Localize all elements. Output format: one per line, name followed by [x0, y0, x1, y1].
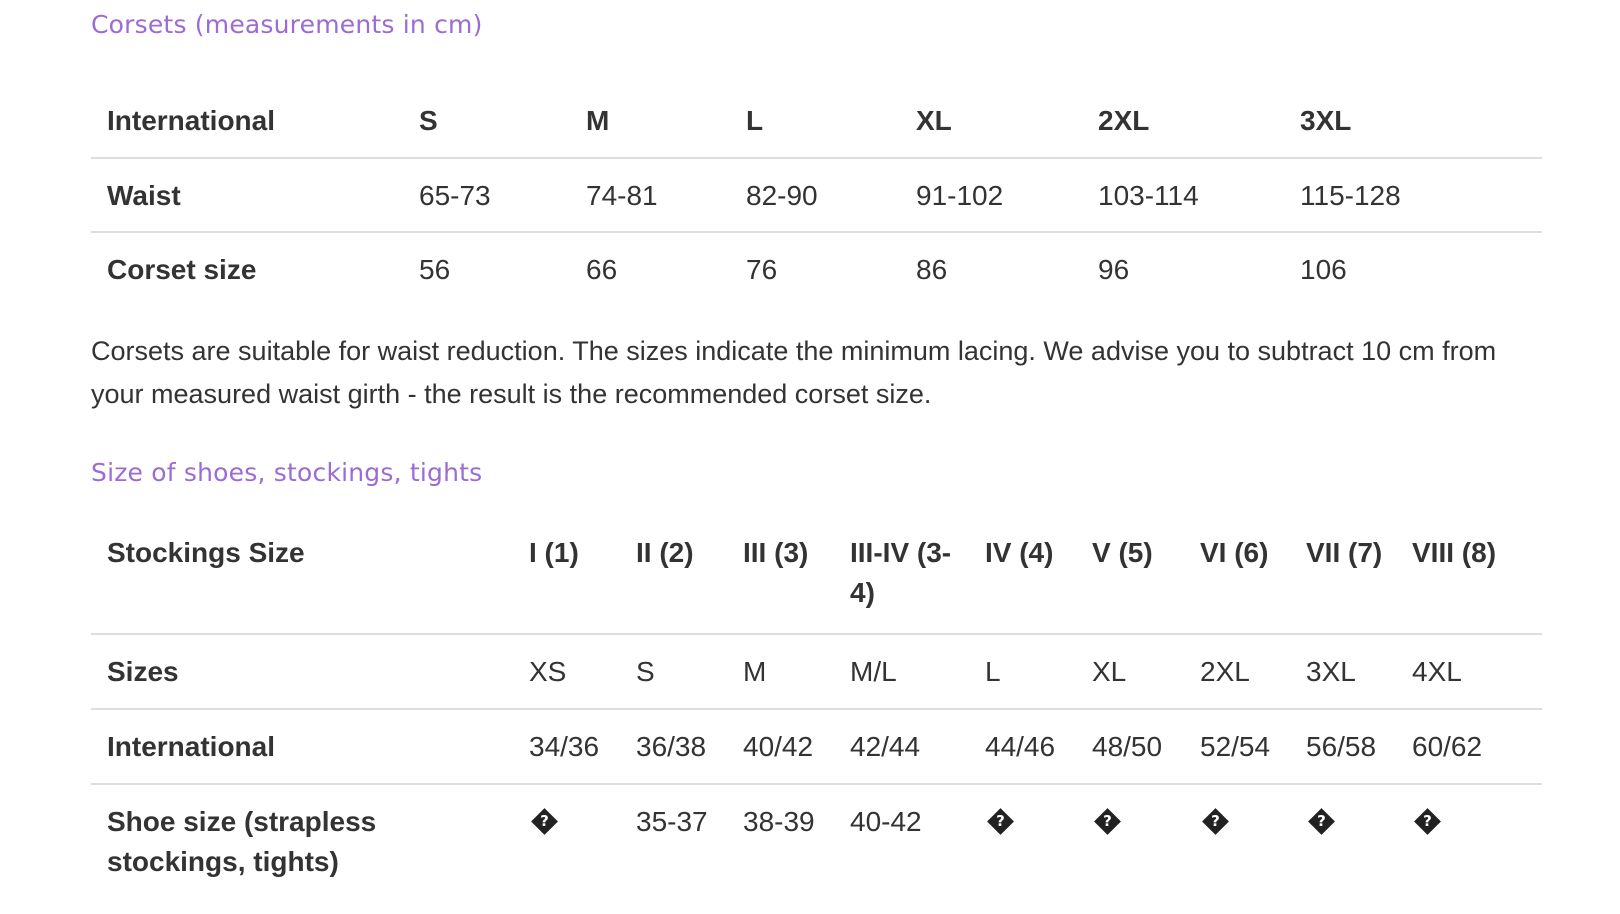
replacement-character-icon: [531, 808, 558, 835]
table-cell: 91-102: [916, 180, 1004, 211]
table-cell: 48/50: [1092, 731, 1163, 762]
table-cell: 56/58: [1306, 731, 1377, 762]
table-cell: [513, 784, 620, 898]
table-row: International 34/36 36/38 40/42 42/44 44…: [91, 709, 1542, 784]
table-cell: 76: [746, 254, 778, 285]
table-cell: 3XL: [1306, 656, 1356, 687]
table-cell: 65-73: [419, 180, 491, 211]
row-label: Corset size: [107, 254, 257, 285]
corsets-section-title: Corsets (measurements in cm): [91, 10, 483, 39]
table-cell: 2XL: [1200, 656, 1250, 687]
table-cell: 44/46: [985, 731, 1056, 762]
row-label: International: [107, 731, 276, 762]
table-row: International S M L XL 2XL 3XL: [91, 84, 1542, 158]
table-cell: 40-42: [850, 806, 922, 837]
table-cell: 56: [419, 254, 451, 285]
table-header-cell: 2XL: [1098, 105, 1150, 136]
table-cell: 34/36: [529, 731, 600, 762]
table-header-cell: IV (4): [985, 537, 1054, 568]
table-cell: 35-37: [636, 806, 708, 837]
table-cell: 42/44: [850, 731, 921, 762]
replacement-character-icon: [1414, 808, 1441, 835]
table-header-cell: II (2): [636, 537, 694, 568]
table-cell: [1076, 784, 1184, 898]
table-header-cell: XL: [916, 105, 952, 136]
table-header-cell: III-IV (3-4): [850, 537, 952, 608]
corset-size-table: International S M L XL 2XL 3XL Waist 65-…: [91, 84, 1542, 306]
table-cell: 40/42: [743, 731, 814, 762]
table-header-cell: M: [586, 105, 610, 136]
table-cell: 115-128: [1300, 180, 1401, 211]
replacement-character-icon: [987, 808, 1014, 835]
corset-advice-text: Corsets are suitable for waist reduction…: [91, 336, 1497, 409]
row-label: Sizes: [107, 656, 179, 687]
table-cell: M/L: [850, 656, 897, 687]
table-row: Sizes XS S M M/L L XL 2XL 3XL 4XL: [91, 634, 1542, 709]
table-cell: 52/54: [1200, 731, 1271, 762]
table-cell: L: [985, 656, 1001, 687]
table-cell: [1396, 784, 1542, 898]
table-row: Shoe size (strapless stockings, tights) …: [91, 784, 1542, 898]
table-row: Corset size 56 66 76 86 96 106: [91, 232, 1542, 306]
table-header-cell: III (3): [743, 537, 809, 568]
table-cell: 103-114: [1098, 180, 1199, 211]
replacement-character-icon: [1202, 808, 1229, 835]
table-cell: 60/62: [1412, 731, 1483, 762]
table-cell: XS: [529, 656, 567, 687]
table-cell: [1290, 784, 1396, 898]
replacement-character-icon: [1308, 808, 1335, 835]
table-cell: 36/38: [636, 731, 707, 762]
table-cell: XL: [1092, 656, 1127, 687]
table-cell: 96: [1098, 254, 1130, 285]
table-cell: 86: [916, 254, 948, 285]
row-label: Shoe size (strapless stockings, tights): [107, 806, 377, 877]
table-cell: [1184, 784, 1290, 898]
table-header-cell: International: [107, 105, 276, 136]
table-cell: 38-39: [743, 806, 815, 837]
replacement-character-icon: [1094, 808, 1121, 835]
table-header-cell: Stockings Size: [107, 537, 305, 568]
table-cell: 74-81: [586, 180, 658, 211]
table-cell: 66: [586, 254, 618, 285]
table-cell: 82-90: [746, 180, 818, 211]
stockings-size-table: Stockings Size I (1) II (2) III (3) III-…: [91, 533, 1542, 898]
table-header-cell: I (1): [529, 537, 579, 568]
table-header-cell: V (5): [1092, 537, 1153, 568]
table-cell: 4XL: [1412, 656, 1462, 687]
table-cell: M: [743, 656, 767, 687]
table-cell: 106: [1300, 254, 1347, 285]
table-cell: S: [636, 656, 655, 687]
table-header-cell: S: [419, 105, 438, 136]
table-header-cell: L: [746, 105, 764, 136]
row-label: Waist: [107, 180, 181, 211]
table-row: Waist 65-73 74-81 82-90 91-102 103-114 1…: [91, 158, 1542, 232]
table-cell: [969, 784, 1076, 898]
table-header-cell: VI (6): [1200, 537, 1269, 568]
shoes-section-title: Size of shoes, stockings, tights: [91, 458, 483, 487]
table-header-cell: VIII (8): [1412, 537, 1497, 568]
table-row: Stockings Size I (1) II (2) III (3) III-…: [91, 533, 1542, 634]
table-header-cell: 3XL: [1300, 105, 1352, 136]
table-header-cell: VII (7): [1306, 537, 1383, 568]
